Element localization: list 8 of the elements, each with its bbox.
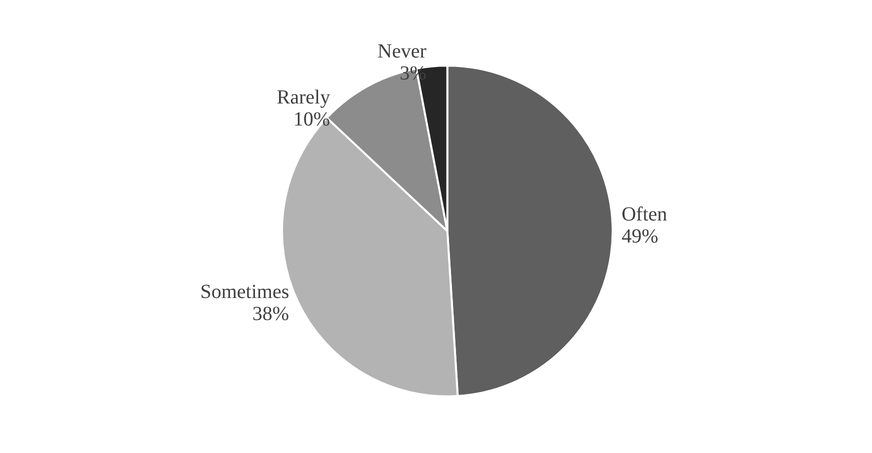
data-label: 3% [400,62,426,84]
slice-label: Often [622,204,668,226]
slice-label: Rarely [276,86,330,108]
slice-label: Sometimes [200,281,290,304]
data-label: 49% [622,226,658,248]
slice-label: Never [378,40,427,62]
data-label: 38% [252,303,290,326]
data-label: 10% [293,108,330,130]
